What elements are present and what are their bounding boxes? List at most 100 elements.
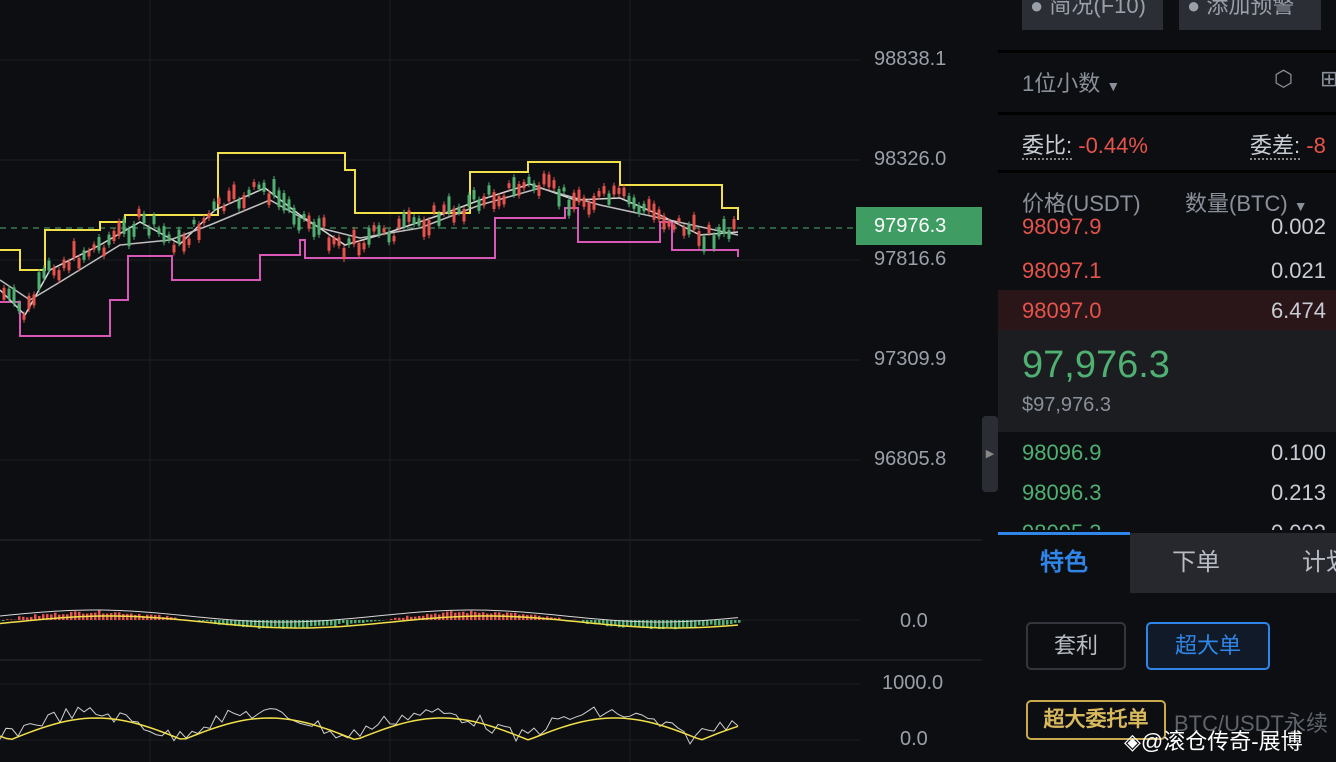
- ask-qty: 0.021: [1270, 258, 1326, 283]
- candle: [282, 193, 286, 211]
- candle: [447, 196, 451, 214]
- bid-row[interactable]: 98096.9 0.100: [998, 432, 1336, 472]
- macd-histogram-bar: [134, 614, 137, 620]
- large-order-chip[interactable]: 超大单: [1146, 622, 1270, 670]
- candle: [557, 188, 561, 207]
- collapse-panel-handle[interactable]: ▶: [982, 416, 998, 492]
- candle: [137, 208, 141, 218]
- bid-row[interactable]: 98096.3 0.213: [998, 472, 1336, 512]
- macd-histogram-bar: [734, 620, 737, 623]
- settings-hex-icon[interactable]: ⬡: [1274, 66, 1294, 91]
- ask-row[interactable]: 98097.0 6.474: [998, 290, 1336, 330]
- candle: [172, 244, 176, 253]
- candle: [402, 212, 406, 227]
- overview-button[interactable]: ● 简况(F10): [1022, 0, 1163, 30]
- price-axis-label: 97309.9: [874, 348, 947, 370]
- macd-histogram-bar: [26, 617, 29, 620]
- candle: [397, 218, 401, 229]
- tab-place-order[interactable]: 下单: [1130, 533, 1262, 593]
- macd-histogram-bar: [322, 620, 325, 626]
- price-axis-label: 96805.8: [874, 448, 947, 470]
- macd-histogram-bar: [730, 620, 733, 625]
- candle: [562, 187, 566, 192]
- tab-plan[interactable]: 计划: [1262, 533, 1336, 593]
- bid-row[interactable]: 98095.3 0.002: [998, 512, 1336, 530]
- macd-histogram-bar: [230, 620, 233, 625]
- candle: [17, 303, 21, 312]
- macd-histogram-bar: [330, 620, 333, 626]
- add-layout-icon[interactable]: ⊞: [1320, 66, 1336, 91]
- candle: [182, 235, 186, 252]
- candle: [642, 203, 646, 212]
- macd-histogram-bar: [302, 620, 305, 628]
- candle: [197, 224, 201, 241]
- macd-histogram-bar: [590, 620, 593, 623]
- qty-column-label: 数量(BTC): [1185, 191, 1288, 216]
- candle: [222, 205, 226, 212]
- price-chart[interactable]: [0, 0, 982, 762]
- upper-band-line: [0, 152, 739, 271]
- macd-histogram-bar: [362, 620, 365, 624]
- macd-histogram-bar: [338, 620, 341, 624]
- candle: [697, 231, 701, 246]
- price-axis-label: 97816.6: [874, 248, 947, 270]
- macd-histogram-bar: [486, 613, 489, 620]
- candle: [382, 228, 386, 233]
- candle: [672, 224, 676, 230]
- macd-histogram-bar: [22, 616, 25, 620]
- candle: [292, 207, 296, 225]
- macd-histogram-bar: [286, 620, 289, 629]
- macd-histogram-bar: [10, 619, 13, 620]
- candle: [2, 287, 6, 300]
- candle: [602, 186, 606, 194]
- macd-histogram-bar: [422, 615, 425, 620]
- arbitrage-chip[interactable]: 套利: [1026, 622, 1126, 670]
- tab-features[interactable]: 特色: [1040, 549, 1088, 576]
- logo-icon: ◈: [1124, 729, 1141, 754]
- alarm-icon: ●: [1187, 0, 1201, 18]
- candle: [427, 220, 431, 236]
- candle: [52, 267, 56, 276]
- macd-histogram-bar: [142, 615, 145, 620]
- macd-histogram-bar: [306, 620, 309, 629]
- order-panel: ● 简况(F10) ● 添加预警 1位小数 ▼ ⬡ ⊞ 委比: -0.44% 委…: [998, 0, 1336, 762]
- macd-histogram-bar: [278, 620, 281, 628]
- macd-histogram-bar: [470, 610, 473, 620]
- macd-histogram-bar: [74, 611, 77, 620]
- candle: [152, 215, 156, 225]
- macd-histogram-bar: [54, 612, 57, 620]
- candle: [377, 225, 381, 236]
- candle: [682, 227, 686, 236]
- add-alert-button[interactable]: ● 添加预警: [1179, 0, 1321, 30]
- macd-histogram-bar: [714, 620, 717, 626]
- ask-row[interactable]: 98097.1 0.021: [998, 250, 1336, 290]
- ask-row[interactable]: 98097.9 0.002: [998, 216, 1336, 256]
- ask-qty: 0.002: [1270, 216, 1326, 239]
- macd-histogram-bar: [266, 620, 269, 629]
- candle: [277, 190, 281, 208]
- macd-histogram-bar: [238, 620, 241, 627]
- macd-axis-label: 0.0: [900, 610, 928, 632]
- candle: [487, 185, 491, 195]
- candle: [367, 228, 371, 245]
- macd-histogram-bar: [418, 615, 421, 620]
- candle: [242, 195, 246, 209]
- candle: [652, 203, 656, 220]
- macd-histogram-bar: [2, 620, 5, 621]
- candle: [572, 192, 576, 210]
- candle: [467, 194, 471, 207]
- candle: [422, 219, 426, 237]
- macd-histogram-bar: [258, 620, 261, 629]
- candle: [607, 193, 611, 205]
- oscillator-signal-line: [0, 717, 739, 741]
- precision-select[interactable]: 1位小数 ▼: [1022, 66, 1162, 98]
- qty-column-header[interactable]: 数量(BTC) ▼: [1185, 186, 1335, 218]
- candle: [702, 236, 706, 252]
- macd-histogram-bar: [214, 620, 217, 625]
- macd-histogram-bar: [290, 620, 293, 628]
- macd-histogram-bar: [374, 620, 377, 622]
- macd-histogram-bar: [702, 620, 705, 626]
- macd-histogram-bar: [282, 620, 285, 629]
- macd-histogram-bar: [222, 620, 225, 624]
- macd-histogram-bar: [318, 620, 321, 626]
